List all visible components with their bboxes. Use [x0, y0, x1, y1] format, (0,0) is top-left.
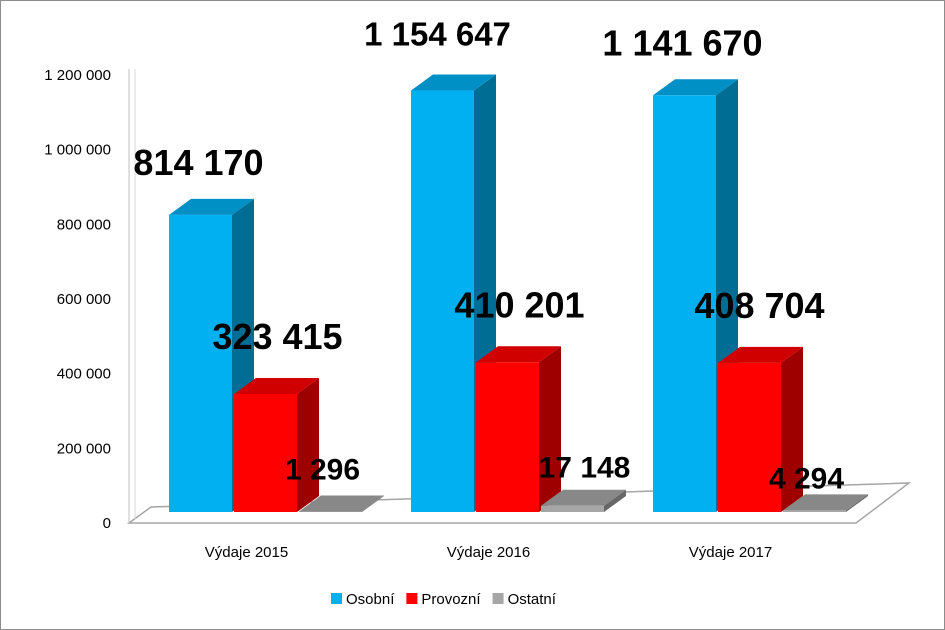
bar-front: [234, 393, 297, 512]
legend-swatch: [331, 593, 342, 604]
legend-swatch: [406, 593, 418, 604]
legend: Osobní Provozní Ostatní: [331, 591, 557, 608]
bar-ostatni-1: [299, 495, 384, 512]
bar-top: [476, 346, 561, 363]
bar-front: [476, 362, 539, 512]
bar-provozni-2: [476, 346, 561, 512]
y-tick-label: 1 200 000: [44, 67, 111, 84]
x-tick-label: Výdaje 2017: [689, 544, 772, 561]
bar-provozni-1: [234, 377, 319, 512]
bar-side: [362, 495, 384, 512]
bar-front: [299, 511, 362, 512]
data-label: 1 296: [285, 454, 360, 487]
bar-top: [541, 489, 626, 506]
bar-front: [541, 505, 604, 512]
x-axis: Výdaje 2015 Výdaje 2016 Výdaje 2017: [205, 544, 772, 561]
bar-top: [653, 79, 738, 96]
bar-top: [783, 494, 868, 511]
legend-item-osobni: Osobní: [331, 591, 395, 608]
data-label: 1 141 670: [602, 22, 762, 63]
bar-ostatni-2: [541, 489, 626, 512]
y-axis: 0 200 000 400 000 600 000 800 000 1 000 000 1 …: [44, 67, 130, 532]
bar-side: [539, 346, 561, 512]
y-tick-label: 400 000: [57, 366, 111, 383]
bar-top: [411, 74, 496, 91]
legend-label: Provozní: [421, 591, 481, 608]
bar-side: [846, 494, 868, 512]
bar-top: [169, 198, 254, 215]
bar-top: [234, 377, 319, 394]
bar-side: [604, 489, 626, 512]
x-tick-label: Výdaje 2015: [205, 544, 288, 561]
bar-side: [297, 377, 319, 512]
legend-swatch: [492, 593, 504, 604]
data-labels: 814 170 323 415 1 296 1 154 647 410 201 17 14…: [133, 16, 844, 496]
bar-front: [653, 95, 716, 512]
bars: [169, 74, 868, 513]
data-label: 1 154 647: [364, 16, 511, 53]
data-label: 814 170: [133, 142, 263, 183]
y-tick-label: 200 000: [57, 440, 111, 457]
x-tick-label: Výdaje 2016: [447, 544, 530, 561]
chart-walls: [126, 69, 912, 524]
data-label: 323 415: [212, 316, 342, 357]
legend-item-ostatni: Ostatní: [492, 591, 557, 608]
bar-ostatni-3: [783, 494, 868, 512]
y-tick-label: 1 000 000: [44, 142, 111, 159]
bar-provozni-3: [718, 346, 803, 512]
bar-front: [169, 214, 232, 513]
data-label: 408 704: [694, 285, 824, 326]
bar-front: [783, 510, 846, 512]
data-label: 17 148: [539, 452, 631, 485]
legend-label: Ostatní: [508, 591, 557, 608]
bar-top: [299, 495, 384, 512]
y-tick-label: 800 000: [57, 216, 111, 233]
y-tick-label: 0: [103, 515, 111, 532]
bar-osobni-3: [653, 79, 738, 512]
bar-top: [718, 346, 803, 363]
bar-front: [718, 362, 781, 512]
legend-item-provozni: Provozní: [406, 591, 481, 608]
y-tick-label: 600 000: [57, 291, 111, 308]
data-label: 4 294: [769, 462, 844, 495]
data-label: 410 201: [454, 284, 584, 325]
bar-front: [411, 90, 474, 513]
legend-label: Osobní: [346, 591, 395, 608]
chart-floor: [126, 482, 912, 524]
bar-side: [781, 346, 803, 512]
